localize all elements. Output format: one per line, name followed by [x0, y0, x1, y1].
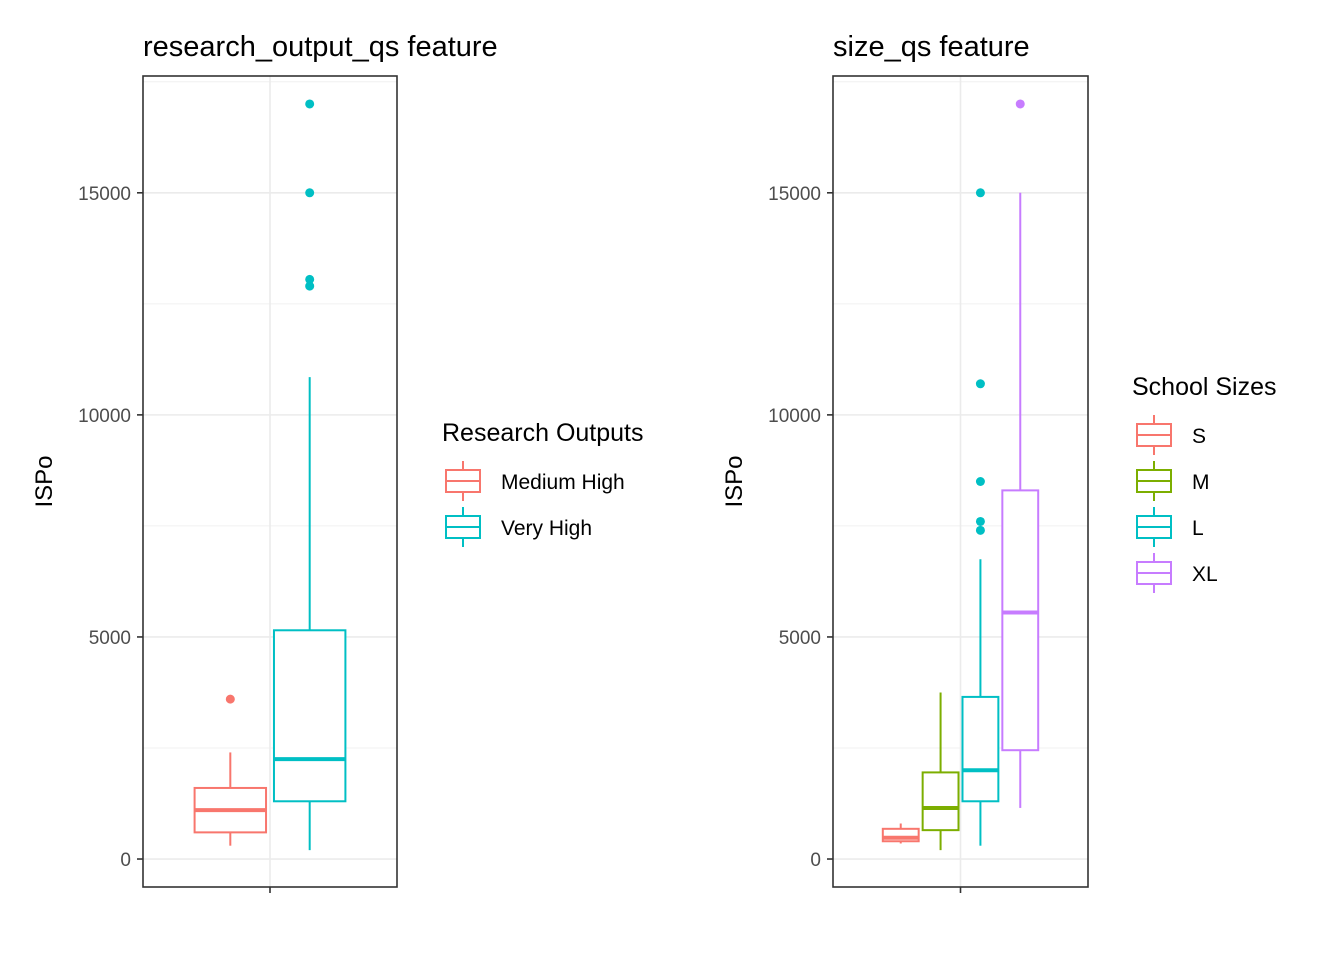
y-tick-label: 5000 [779, 628, 821, 649]
legend-label: XL [1192, 563, 1218, 586]
outlier-point [975, 379, 985, 389]
legend-item: XL [1136, 553, 1218, 593]
outlier-point [305, 99, 315, 109]
legend-title: Research Outputs [442, 419, 644, 447]
legend-label: L [1192, 517, 1204, 540]
box-iqr [921, 771, 960, 832]
y-tick-label: 0 [120, 850, 131, 871]
box-xl [1001, 99, 1040, 808]
legend-label: S [1192, 425, 1206, 448]
y-tick-label: 15000 [768, 184, 821, 205]
y-tick-label: 15000 [78, 184, 131, 205]
box-l [961, 188, 1000, 846]
legend-item: S [1136, 415, 1206, 455]
outlier-point [305, 188, 315, 198]
y-tick-label: 10000 [78, 406, 131, 427]
chart-panel-1: 0 5000 10000 15000 research_output_qs featur… [31, 31, 644, 893]
legend-item: Medium High [445, 461, 625, 501]
chart-panel-2: 0 5000 10000 15000 size_qs feature ISPo School… [721, 31, 1277, 893]
outlier-point [975, 188, 985, 198]
y-axis-label: ISPo [31, 455, 58, 507]
y-axis-label: ISPo [721, 455, 748, 507]
box-very-high [272, 99, 347, 851]
legend-label: M [1192, 471, 1210, 494]
outlier-point [225, 694, 235, 704]
outlier-point [975, 525, 985, 535]
outlier-point [975, 516, 985, 526]
outlier-point [305, 281, 315, 291]
legend-label: Medium High [501, 471, 625, 494]
legend: Research Outputs Medium High Very High [442, 419, 644, 547]
legend-label: Very High [501, 517, 592, 540]
outlier-point [975, 477, 985, 486]
outlier-point [305, 274, 315, 284]
legend-item: L [1136, 507, 1204, 547]
box-iqr [272, 629, 347, 803]
legend-title: School Sizes [1132, 373, 1277, 401]
y-tick-label: 10000 [768, 406, 821, 427]
legend-item: M [1136, 461, 1210, 501]
chart-title: research_output_qs feature [143, 31, 498, 63]
outlier-point [1015, 99, 1025, 109]
box-medium-high [193, 694, 268, 846]
legend-item: Very High [445, 507, 592, 547]
box-iqr [1001, 489, 1040, 752]
chart-title: size_qs feature [833, 31, 1030, 63]
y-tick-label: 5000 [89, 628, 131, 649]
box-m [921, 692, 960, 851]
box-iqr [961, 695, 1000, 803]
legend: School Sizes SML XL [1132, 373, 1277, 593]
box-s [881, 823, 920, 844]
y-tick-label: 0 [810, 850, 821, 871]
